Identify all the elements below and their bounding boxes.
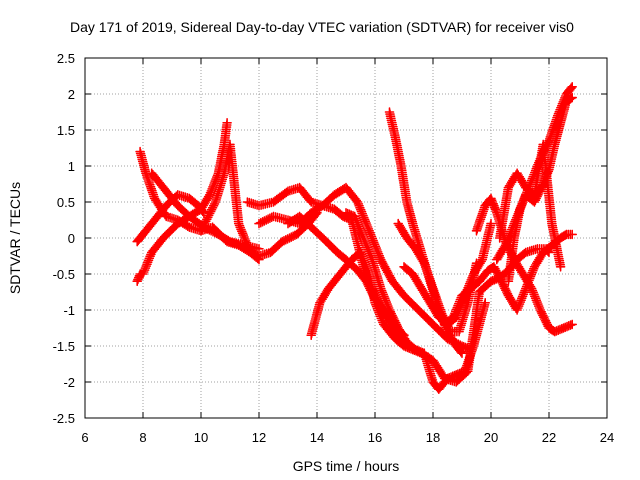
series-markers (196, 139, 322, 261)
chart-title: Day 171 of 2019, Sidereal Day-to-day VTE… (70, 19, 574, 35)
x-tick-label: 18 (426, 430, 440, 445)
x-axis-label: GPS time / hours (293, 458, 400, 474)
y-tick-label: -2.5 (53, 411, 75, 426)
y-tick-label: 0 (68, 231, 75, 246)
y-tick-label: -0.5 (53, 267, 75, 282)
y-tick-label: -2 (63, 375, 75, 390)
x-tick-label: 20 (484, 430, 498, 445)
series-markers (132, 118, 232, 286)
x-axis-ticks: 6 8 10 12 14 16 18 20 22 24 (81, 58, 614, 445)
x-tick-label: 10 (194, 430, 208, 445)
series-track-k (341, 208, 490, 394)
x-tick-label: 24 (600, 430, 614, 445)
y-tick-label: 0.5 (57, 195, 75, 210)
series-track-a (132, 118, 232, 286)
y-tick-label: 2.5 (57, 51, 75, 66)
y-axis-ticks: -2.5 -2 -1.5 -1 -0.5 0 0.5 1 1.5 2 2.5 (53, 51, 607, 426)
y-tick-label: -1.5 (53, 339, 75, 354)
y-tick-label: 1.5 (57, 123, 75, 138)
series-markers (341, 208, 490, 394)
x-tick-label: 8 (139, 430, 146, 445)
y-tick-label: 2 (68, 87, 75, 102)
x-tick-label: 16 (368, 430, 382, 445)
x-tick-label: 6 (81, 430, 88, 445)
x-tick-label: 12 (252, 430, 266, 445)
x-tick-label: 14 (310, 430, 324, 445)
series-markers (494, 139, 566, 272)
y-axis-label: SDTVAR / TECUs (7, 182, 23, 294)
data-series-group (132, 82, 577, 394)
series-track-e (196, 139, 322, 261)
series-track-r (494, 139, 566, 272)
y-tick-label: 1 (68, 159, 75, 174)
x-tick-label: 22 (542, 430, 556, 445)
y-tick-label: -1 (63, 303, 75, 318)
